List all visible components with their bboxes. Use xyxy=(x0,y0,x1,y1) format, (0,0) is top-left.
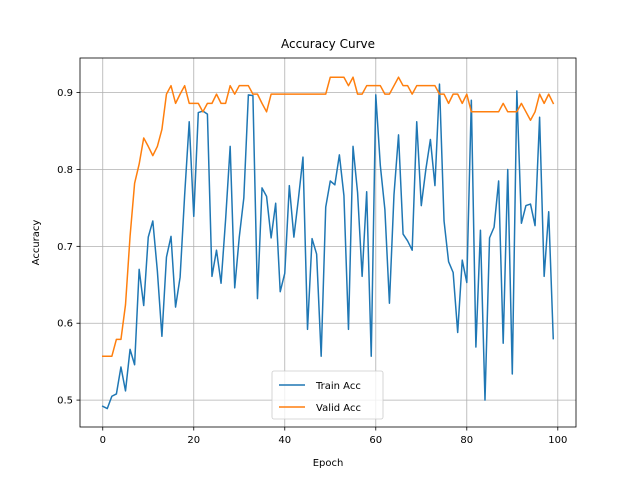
y-tick-label: 0.5 xyxy=(57,396,73,407)
plot-frame xyxy=(79,57,577,428)
chart-title: Accuracy Curve xyxy=(281,37,375,51)
y-tick-label: 0.8 xyxy=(57,165,73,176)
x-tick-label: 40 xyxy=(278,435,291,446)
y-tick-label: 0.9 xyxy=(57,88,73,99)
x-tick-label: 20 xyxy=(187,435,200,446)
series-line-train-acc xyxy=(101,83,555,410)
series-lines xyxy=(101,76,555,410)
x-tick-label: 60 xyxy=(369,435,382,446)
x-tick-label: 80 xyxy=(460,435,473,446)
y-tick-label: 0.6 xyxy=(57,319,73,330)
legend-label-valid: Valid Acc xyxy=(316,403,361,414)
x-tick-label: 100 xyxy=(548,435,567,446)
y-axis-label: Accuracy xyxy=(31,220,42,266)
series-line-valid-acc xyxy=(102,76,555,358)
x-tick-label: 0 xyxy=(100,435,106,446)
y-tick-label: 0.7 xyxy=(57,242,73,253)
legend-label-train: Train Acc xyxy=(315,381,361,392)
x-axis-label: Epoch xyxy=(313,458,344,469)
ticks: 0 20 40 60 80 100 0.5 0.6 0.7 0.8 0.9 xyxy=(57,88,567,446)
legend: Train Acc Valid Acc xyxy=(271,370,384,420)
